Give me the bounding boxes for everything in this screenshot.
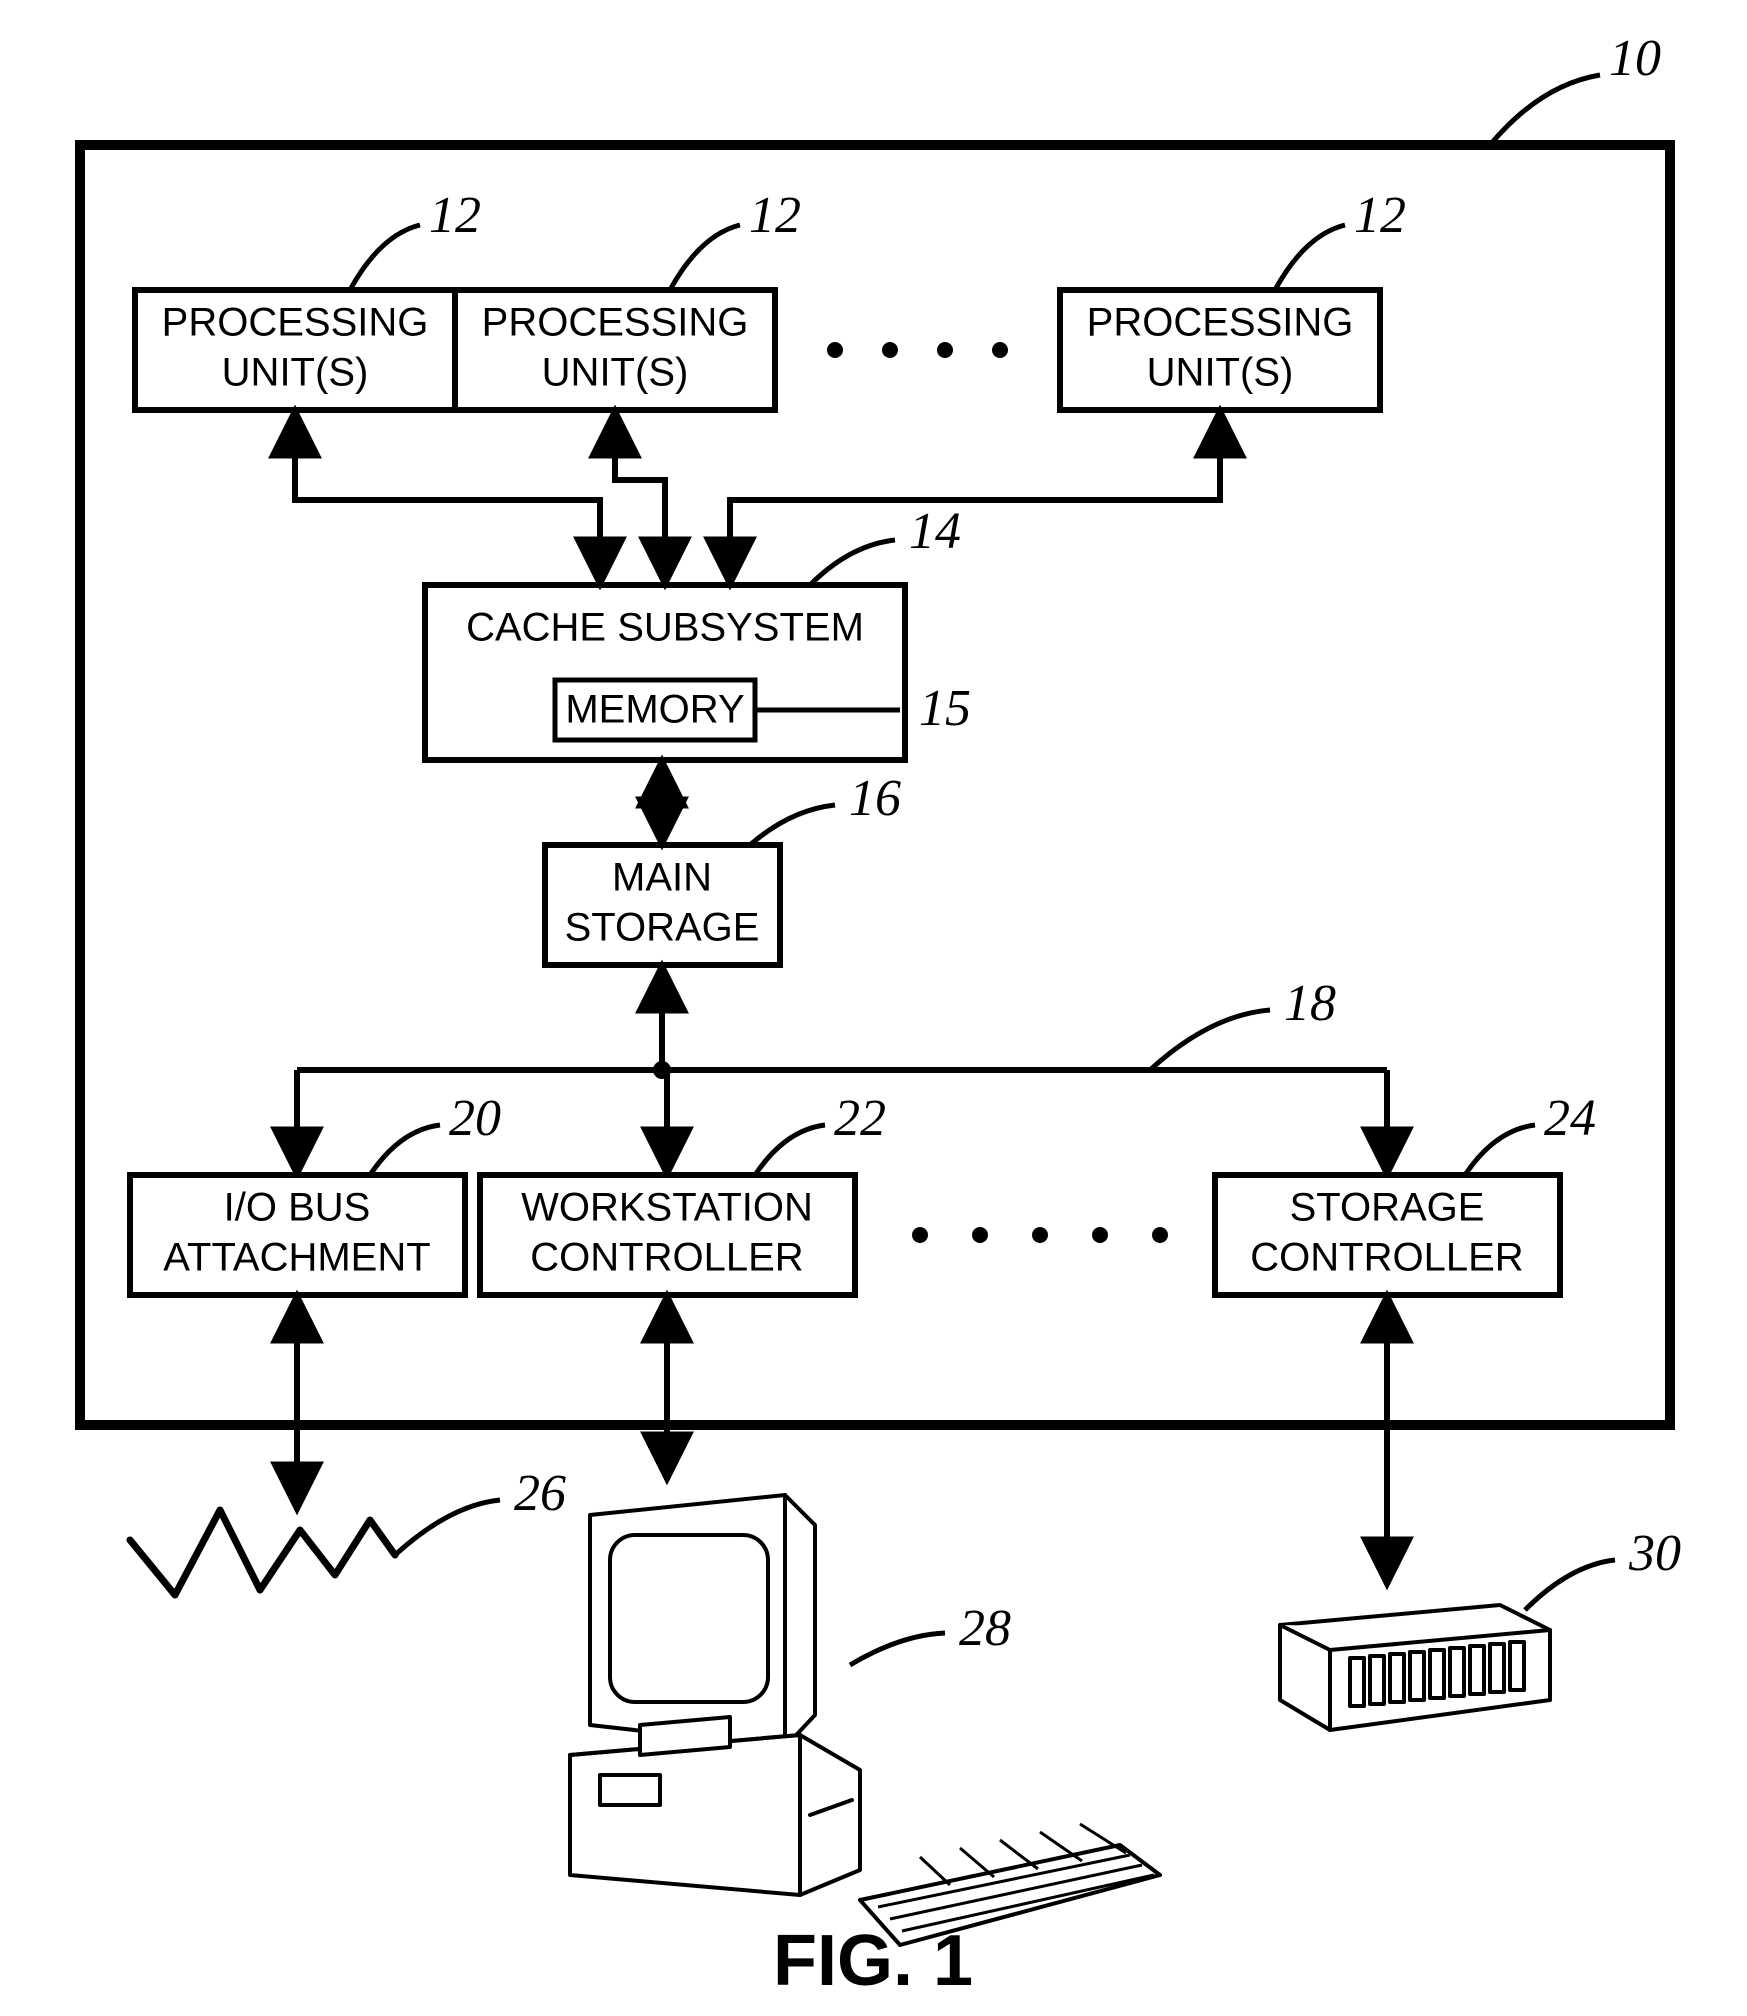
svg-text:STORAGE: STORAGE xyxy=(1290,1186,1485,1230)
svg-text:12: 12 xyxy=(429,187,481,244)
disk-icon: 30 xyxy=(1280,1525,1681,1730)
svg-text:PROCESSING: PROCESSING xyxy=(162,301,429,345)
svg-text:CONTROLLER: CONTROLLER xyxy=(530,1236,803,1280)
conn-pu1-cache xyxy=(295,410,600,585)
ellipsis-processing-units xyxy=(827,342,1008,358)
computer-icon: 28 xyxy=(570,1495,1160,1945)
network-symbol: 26 xyxy=(130,1465,566,1595)
svg-text:PROCESSING: PROCESSING xyxy=(1087,301,1354,345)
main-storage: MAIN STORAGE 16 xyxy=(545,770,901,965)
svg-text:MEMORY: MEMORY xyxy=(565,688,744,732)
svg-text:15: 15 xyxy=(919,680,971,737)
svg-text:26: 26 xyxy=(514,1465,566,1522)
processing-unit-2: PROCESSING UNIT(S) 12 xyxy=(455,187,801,410)
conn-pu3-cache xyxy=(730,410,1220,585)
svg-text:12: 12 xyxy=(749,187,801,244)
storage-controller: STORAGE CONTROLLER 24 xyxy=(1215,1090,1596,1295)
svg-text:UNIT(S): UNIT(S) xyxy=(542,351,689,395)
figure-title: FIG. 1 xyxy=(773,1921,973,2001)
svg-text:14: 14 xyxy=(909,503,961,560)
svg-text:20: 20 xyxy=(449,1090,501,1147)
svg-text:ATTACHMENT: ATTACHMENT xyxy=(163,1236,430,1280)
svg-text:12: 12 xyxy=(1354,187,1406,244)
svg-text:I/O BUS: I/O BUS xyxy=(224,1186,371,1230)
svg-text:18: 18 xyxy=(1284,975,1336,1032)
processing-unit-3: PROCESSING UNIT(S) 12 xyxy=(1060,187,1406,410)
svg-text:30: 30 xyxy=(1628,1525,1681,1582)
processing-unit-1: PROCESSING UNIT(S) 12 xyxy=(135,187,481,410)
svg-text:UNIT(S): UNIT(S) xyxy=(1147,351,1294,395)
svg-text:PROCESSING: PROCESSING xyxy=(482,301,749,345)
ellipsis-controllers xyxy=(912,1227,1168,1243)
svg-text:STORAGE: STORAGE xyxy=(565,906,760,950)
svg-text:16: 16 xyxy=(849,770,901,827)
svg-text:CACHE SUBSYSTEM: CACHE SUBSYSTEM xyxy=(466,606,864,650)
workstation-controller: WORKSTATION CONTROLLER 22 xyxy=(480,1090,886,1295)
conn-pu2-cache xyxy=(615,410,665,585)
svg-text:22: 22 xyxy=(834,1090,886,1147)
diagram-canvas: 10 PROCESSING UNIT(S) 12 PROCESSING UNIT… xyxy=(0,0,1747,2016)
svg-text:UNIT(S): UNIT(S) xyxy=(222,351,369,395)
ref-lead-10 xyxy=(1490,75,1600,145)
svg-text:WORKSTATION: WORKSTATION xyxy=(521,1186,813,1230)
svg-text:MAIN: MAIN xyxy=(612,856,712,900)
svg-text:28: 28 xyxy=(959,1600,1011,1657)
svg-text:CONTROLLER: CONTROLLER xyxy=(1250,1236,1523,1280)
svg-text:24: 24 xyxy=(1544,1090,1596,1147)
io-bus-attachment: I/O BUS ATTACHMENT 20 xyxy=(130,1090,501,1295)
ref-10: 10 xyxy=(1609,30,1661,87)
